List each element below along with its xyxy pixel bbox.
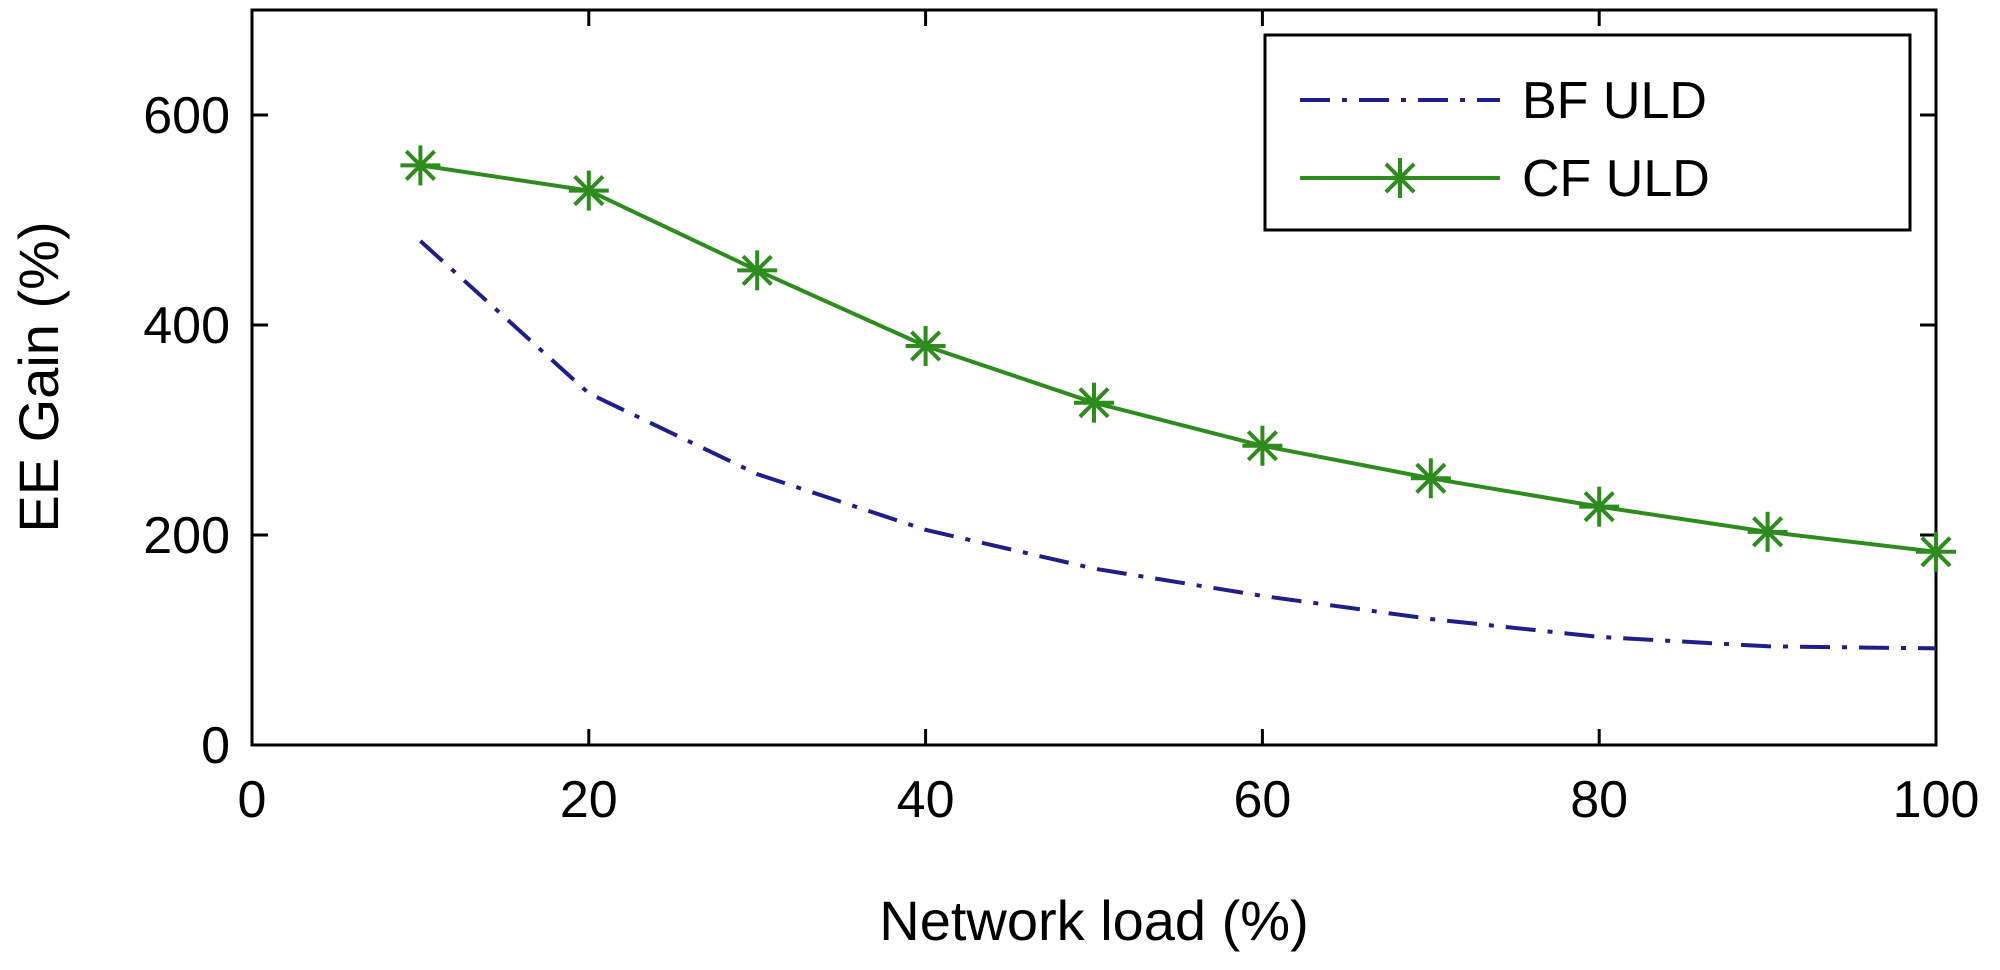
data-point-cf-uld [1747,511,1788,552]
x-tick-label: 20 [560,771,618,829]
x-tick-label: 40 [897,771,955,829]
y-tick-label: 400 [143,297,230,355]
data-point-cf-uld [905,326,946,366]
data-point-cf-uld [737,250,778,291]
x-axis: 0 20 40 60 80 100 [238,10,1980,829]
data-point-cf-uld [1074,382,1114,423]
y-axis: 0 200 400 600 [143,87,1936,775]
data-point-cf-uld [1242,425,1283,466]
x-tick-label: 80 [1570,771,1628,829]
x-axis-title: Network load (%) [879,889,1308,952]
data-point-cf-uld [1579,486,1620,527]
data-point-cf-uld [1916,531,1956,572]
x-tick-label: 60 [1233,771,1291,829]
data-point-cf-uld [568,170,609,211]
legend-label-bf-uld: BF ULD [1522,72,1707,130]
legend-label-cf-uld: CF ULD [1522,150,1710,208]
legend-box [1263,33,1912,232]
series-line-bf-uld [419,239,1937,651]
y-axis-title: EE Gain (%) [7,221,70,532]
series-line-cf-uld [420,163,1937,554]
y-tick-label: 600 [143,87,230,145]
y-tick-label: 0 [201,717,230,775]
data-point-cf-uld [400,145,441,186]
data-point-cf-uld [1410,458,1451,499]
legend: BF ULD CF ULD [1263,33,1912,232]
x-tick-label: 100 [1893,771,1980,829]
y-tick-label: 200 [143,507,230,565]
series-layer [400,145,1956,651]
legend-marker-symbol [1380,158,1420,198]
legend-marker-cf-uld [1380,158,1420,198]
x-tick-label: 0 [238,771,267,829]
